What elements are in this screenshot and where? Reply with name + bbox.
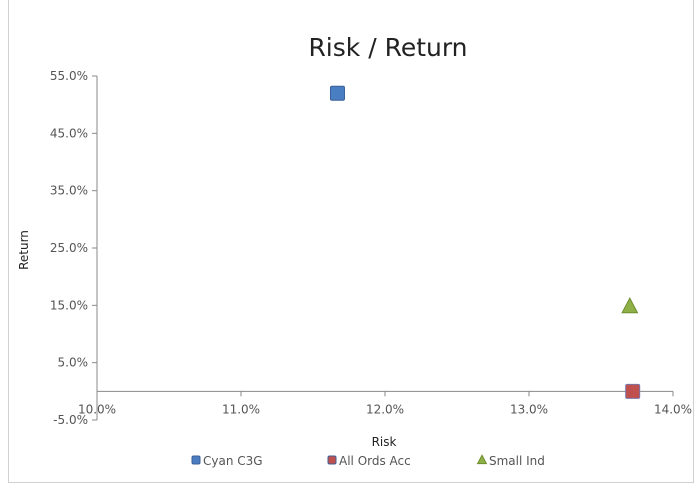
x-ticks: 10.0% 11.0% 12.0% 13.0% 14.0%	[78, 391, 692, 416]
y-tick-label: -5.0%	[53, 413, 88, 427]
y-tick-label: 5.0%	[58, 356, 89, 370]
data-point	[329, 85, 345, 101]
y-ticks: 55.0% 45.0% 35.0% 25.0% 15.0% 5.0% -5.0%	[50, 69, 97, 427]
x-tick-label: 11.0%	[222, 402, 260, 416]
legend-marker	[191, 455, 201, 465]
data-point	[621, 297, 639, 314]
y-tick-label: 25.0%	[50, 241, 88, 255]
y-tick-label: 55.0%	[50, 69, 88, 83]
x-tick-label: 10.0%	[78, 402, 116, 416]
legend-label: All Ords Acc	[339, 454, 411, 468]
chart-title: Risk / Return	[308, 33, 467, 62]
legend: Cyan C3G All Ords Acc Small Ind	[191, 454, 545, 468]
legend-marker	[476, 454, 488, 465]
legend-marker	[327, 455, 337, 465]
x-axis-label: Risk	[372, 435, 397, 449]
data-points	[329, 85, 641, 399]
legend-label: Small Ind	[489, 454, 545, 468]
y-tick-label: 45.0%	[50, 126, 88, 140]
y-tick-label: 15.0%	[50, 298, 88, 312]
chart-frame	[8, 0, 694, 483]
y-axis-label: Return	[17, 230, 31, 270]
x-tick-label: 13.0%	[510, 402, 548, 416]
y-tick-label: 35.0%	[50, 184, 88, 198]
legend-label: Cyan C3G	[203, 454, 263, 468]
x-tick-label: 12.0%	[366, 402, 404, 416]
data-point	[625, 383, 641, 399]
x-tick-label: 14.0%	[654, 402, 692, 416]
